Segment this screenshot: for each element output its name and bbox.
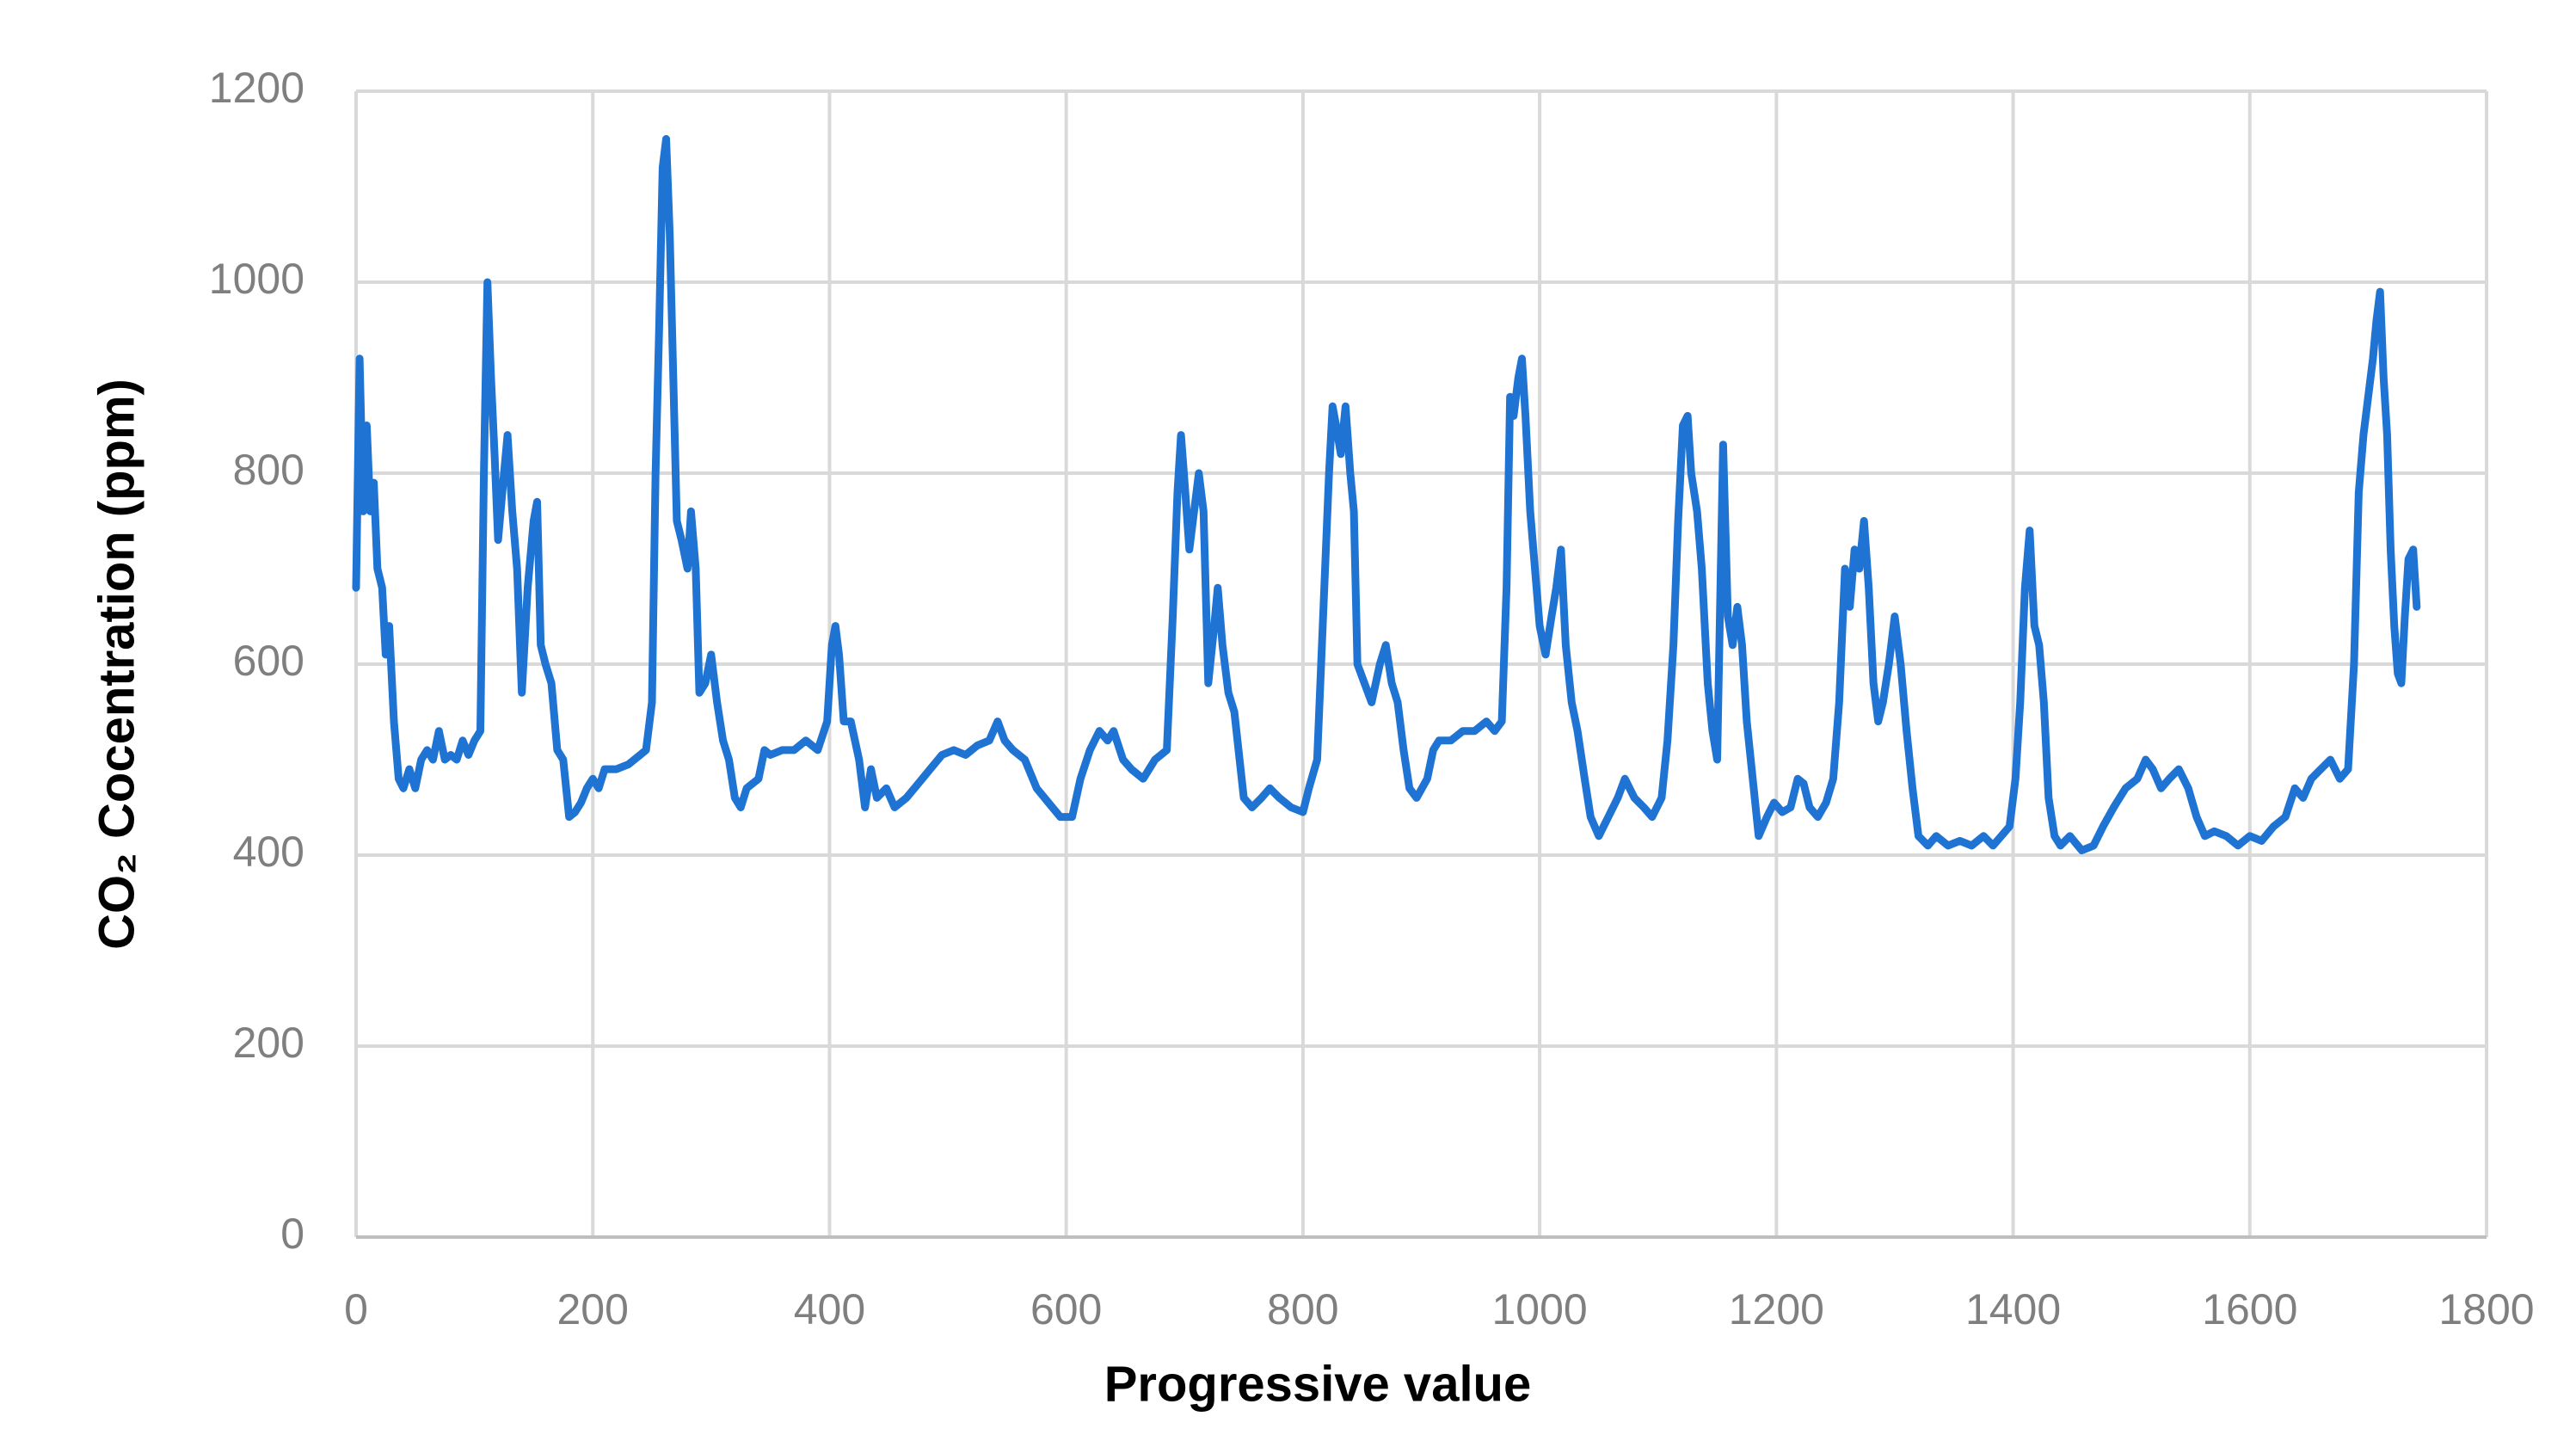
x-tick-label: 0	[344, 1285, 368, 1333]
grid	[354, 89, 2488, 1239]
x-tick-label: 200	[557, 1285, 629, 1333]
ticks: 0 200 400 600 800 1000 1200 0 200 400 600 800 1000 12…	[209, 64, 2535, 1333]
series	[352, 135, 2421, 854]
y-tick-label: 1200	[209, 64, 304, 112]
x-tick-label: 1600	[2202, 1285, 2297, 1333]
x-tick-label: 1800	[2438, 1285, 2534, 1333]
x-tick-label: 600	[1030, 1285, 1102, 1333]
data-line	[352, 135, 2421, 854]
y-axis-title: CO₂ Cocentration (ppm)	[89, 379, 144, 950]
y-tick-label: 1000	[209, 255, 304, 303]
y-tick-label: 600	[233, 637, 304, 685]
y-tick-label: 200	[233, 1019, 304, 1067]
x-tick-label: 1200	[1729, 1285, 1824, 1333]
x-tick-label: 400	[794, 1285, 865, 1333]
x-tick-label: 800	[1267, 1285, 1338, 1333]
x-axis-title: Progressive value	[1104, 1356, 1532, 1412]
x-tick-label: 1400	[1965, 1285, 2061, 1333]
y-tick-label: 800	[233, 446, 304, 494]
y-tick-label: 400	[233, 828, 304, 876]
y-tick-label: 0	[280, 1210, 304, 1258]
x-tick-label: 1000	[1491, 1285, 1587, 1333]
